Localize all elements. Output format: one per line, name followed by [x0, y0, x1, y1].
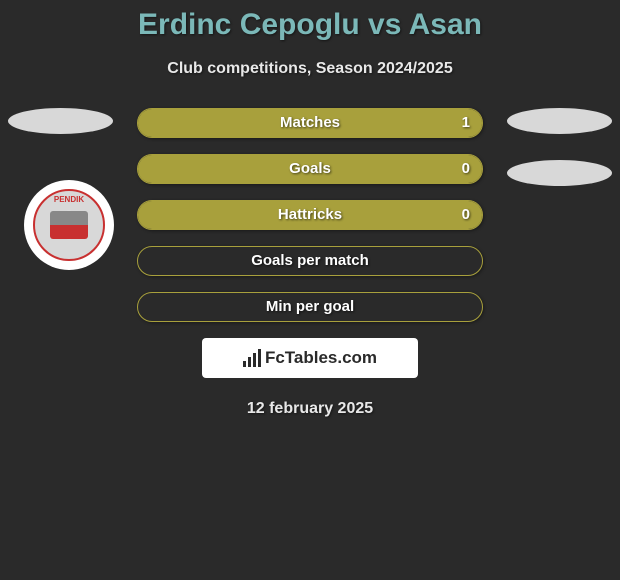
stat-label: Goals	[138, 155, 482, 182]
stats-container: Matches 1 Goals 0 Hattricks 0 Goals per …	[137, 108, 483, 322]
comparison-content: PENDIK Matches 1 Goals 0 Hattricks 0 Goa…	[0, 108, 620, 418]
stat-label: Goals per match	[138, 247, 482, 274]
stat-label: Matches	[138, 109, 482, 136]
stat-label: Min per goal	[138, 293, 482, 320]
player-left-placeholder-1	[8, 108, 113, 134]
subtitle: Club competitions, Season 2024/2025	[0, 60, 620, 78]
stat-value: 1	[462, 109, 470, 136]
stat-bar-min-per-goal: Min per goal	[137, 292, 483, 322]
branding-box: FcTables.com	[202, 338, 418, 378]
club-badge-inner: PENDIK	[33, 189, 105, 261]
stat-label: Hattricks	[138, 201, 482, 228]
stat-bar-goals: Goals 0	[137, 154, 483, 184]
club-badge-emblem	[50, 211, 88, 239]
date-text: 12 february 2025	[0, 400, 620, 418]
stat-bar-matches: Matches 1	[137, 108, 483, 138]
stat-bar-goals-per-match: Goals per match	[137, 246, 483, 276]
chart-icon	[243, 349, 261, 367]
club-badge-text: PENDIK	[54, 195, 84, 204]
stat-bar-hattricks: Hattricks 0	[137, 200, 483, 230]
club-badge: PENDIK	[24, 180, 114, 270]
stat-value: 0	[462, 201, 470, 228]
player-right-placeholder-2	[507, 160, 612, 186]
branding-text: FcTables.com	[265, 348, 377, 368]
player-right-placeholder-1	[507, 108, 612, 134]
page-title: Erdinc Cepoglu vs Asan	[0, 0, 620, 42]
stat-value: 0	[462, 155, 470, 182]
